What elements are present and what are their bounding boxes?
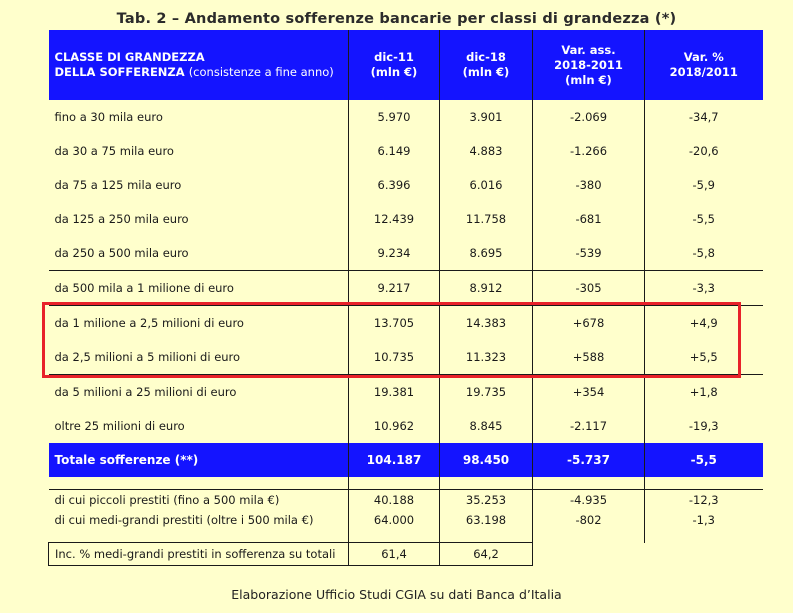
cell-dic11: 6.396 [348,168,440,202]
row-label: da 250 a 500 mila euro [54,246,189,260]
cell-dic18: 8.912 [439,270,533,306]
total-label: Totale sofferenze (**) [48,443,349,477]
total-dic18: 98.450 [439,443,533,477]
cell-var-pct: -5,8 [644,236,763,271]
header-dic11: dic-11 (mln €) [348,30,440,100]
table-row: da 5 milioni a 25 milioni di euro 19.381… [48,374,763,409]
cell-dic11: 10.735 [348,340,440,375]
cell-dic18: 4.883 [439,134,533,168]
cell-dic18: 8.845 [439,409,533,443]
cell-dic18: 63.198 [439,510,533,530]
cell-dic18: 11.323 [439,340,533,375]
header-row: CLASSE DI GRANDEZZA DELLA SOFFERENZA (co… [48,30,763,100]
spacer-row [49,477,763,490]
cell-dic18: 19.735 [439,374,533,409]
row-label: fino a 30 mila euro [54,110,163,124]
cell-var-pct: -34,7 [644,100,763,134]
total-dic11: 104.187 [348,443,440,477]
cell-dic11: 19.381 [348,374,440,409]
cell-var-pct: -20,6 [644,134,763,168]
table-row: da 500 mila a 1 milione di euro 9.217 8.… [48,270,763,306]
source-footer: Elaborazione Ufficio Studi CGIA su dati … [231,587,562,602]
cell-dic11: 12.439 [348,202,440,236]
table-row: oltre 25 milioni di euro 10.962 8.845 -2… [49,409,763,443]
row-label: da 30 a 75 mila euro [54,144,174,158]
cell-dic18: 11.758 [439,202,533,236]
subtotal-label: di cui piccoli prestiti (fino a 500 mila… [48,489,349,510]
cell-var-ass: -2.069 [532,100,645,134]
table-row: da 250 a 500 mila euro 9.234 8.695 -539 … [49,236,763,271]
subtotal-label: di cui medi-grandi prestiti (oltre i 500… [54,513,314,527]
row-label: da 500 mila a 1 milione di euro [48,270,349,306]
cell-var-ass: -2.117 [532,409,645,443]
cell-var-ass: +678 [532,305,645,340]
cell-dic18: 3.901 [439,100,533,134]
cell-dic11: 40.188 [348,489,440,510]
cell-dic11: 6.149 [348,134,440,168]
incidence-dic11: 61,4 [348,542,440,566]
subtotal-row: di cui medi-grandi prestiti (oltre i 500… [49,510,763,530]
cell-var-ass: -380 [532,168,645,202]
cell-dic18: 8.695 [439,236,533,271]
row-label: da 5 milioni a 25 milioni di euro [48,374,349,409]
cell-var-ass: -802 [532,510,645,530]
cell-var-ass: -681 [532,202,645,236]
cell-dic18: 6.016 [439,168,533,202]
cell-var-pct: -5,5 [644,202,763,236]
total-var-pct: -5,5 [644,443,763,477]
cell-dic11: 64.000 [348,510,440,530]
table-row: da 30 a 75 mila euro 6.149 4.883 -1.266 … [49,134,763,168]
row-label: da 75 a 125 mila euro [54,178,182,192]
table-row: da 125 a 250 mila euro 12.439 11.758 -68… [49,202,763,236]
cell-var-ass: -4.935 [532,489,645,510]
table-row: da 2,5 milioni a 5 milioni di euro 10.73… [49,340,763,375]
subtotal-row: di cui piccoli prestiti (fino a 500 mila… [48,489,763,510]
cell-var-ass: +354 [532,374,645,409]
incidence-label: Inc. % medi-grandi prestiti in sofferenz… [48,542,349,566]
incidence-row: Inc. % medi-grandi prestiti in sofferenz… [48,542,763,566]
header-var-pct: Var. % 2018/2011 [644,30,763,100]
cell-dic11: 5.970 [348,100,440,134]
cell-var-ass: +588 [532,340,645,375]
cell-var-pct: -12,3 [644,489,763,510]
cell-dic11: 10.962 [348,409,440,443]
header-var-ass: Var. ass. 2018-2011 (mln €) [532,30,645,100]
cell-dic18: 35.253 [439,489,533,510]
data-table: CLASSE DI GRANDEZZA DELLA SOFFERENZA (co… [48,30,763,566]
row-label: da 1 milione a 2,5 milioni di euro [48,305,349,340]
incidence-dic18: 64,2 [439,542,533,566]
header-class: CLASSE DI GRANDEZZA DELLA SOFFERENZA (co… [48,30,349,100]
cell-var-ass: -539 [532,236,645,271]
cell-dic11: 9.234 [348,236,440,271]
cell-dic18: 14.383 [439,305,533,340]
row-label: oltre 25 milioni di euro [54,419,185,433]
cell-var-pct: +1,8 [644,374,763,409]
cell-var-ass: -1.266 [532,134,645,168]
cell-dic11: 9.217 [348,270,440,306]
total-row: Totale sofferenze (**) 104.187 98.450 -5… [48,443,763,477]
cell-var-pct: -19,3 [644,409,763,443]
total-var-ass: -5.737 [532,443,645,477]
empty-cell [532,542,645,566]
table-row: da 75 a 125 mila euro 6.396 6.016 -380 -… [49,168,763,202]
cell-var-pct: -1,3 [644,510,763,530]
cell-var-pct: +4,9 [644,305,763,340]
row-label: da 125 a 250 mila euro [54,212,189,226]
cell-var-pct: -3,3 [644,270,763,306]
empty-cell [645,543,763,566]
header-dic18: dic-18 (mln €) [439,30,533,100]
row-label: da 2,5 milioni a 5 milioni di euro [54,350,241,364]
cell-var-pct: -5,9 [644,168,763,202]
table-title: Tab. 2 – Andamento sofferenze bancarie p… [116,11,677,27]
table-row: fino a 30 mila euro 5.970 3.901 -2.069 -… [49,100,763,134]
cell-dic11: 13.705 [348,305,440,340]
table-row: da 1 milione a 2,5 milioni di euro 13.70… [48,305,763,340]
spacer-row [49,530,763,543]
cell-var-pct: +5,5 [644,340,763,375]
cell-var-ass: -305 [532,270,645,306]
